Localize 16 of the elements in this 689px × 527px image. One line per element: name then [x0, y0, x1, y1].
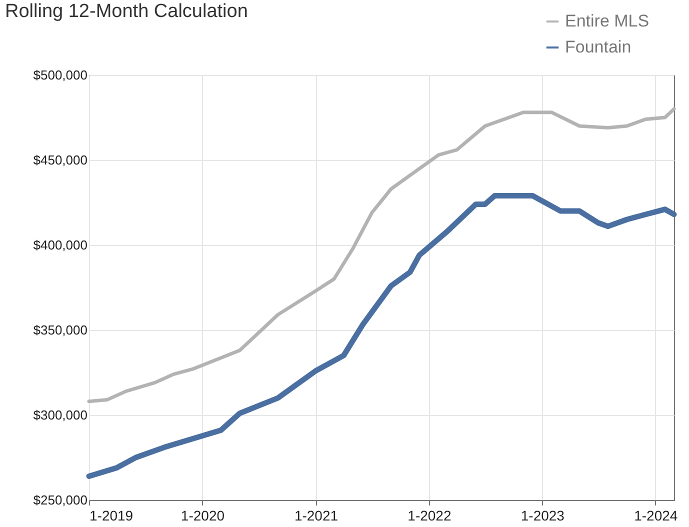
y-tick-label: $400,000 [33, 238, 88, 252]
legend-label: Entire MLS [565, 12, 650, 30]
y-tick-label: $250,000 [33, 492, 88, 508]
x-tick-label: 1-2021 [294, 508, 338, 524]
x-tick-label: 1-2024 [634, 508, 678, 524]
y-tick-label: $500,000 [33, 68, 88, 82]
x-tick-label: 1-2022 [408, 508, 452, 524]
chart-title: Rolling 12-Month Calculation [5, 1, 248, 22]
x-tick-label: 1-2019 [90, 508, 134, 524]
x-tick-label: 1-2020 [180, 508, 225, 524]
x-tick-label: 1-2023 [520, 508, 565, 524]
y-tick-label: $300,000 [33, 408, 88, 422]
y-tick-label: $450,000 [33, 152, 88, 168]
y-tick-label: $350,000 [33, 322, 88, 338]
line-series [87, 107, 676, 404]
legend-label: Fountain [565, 38, 632, 56]
